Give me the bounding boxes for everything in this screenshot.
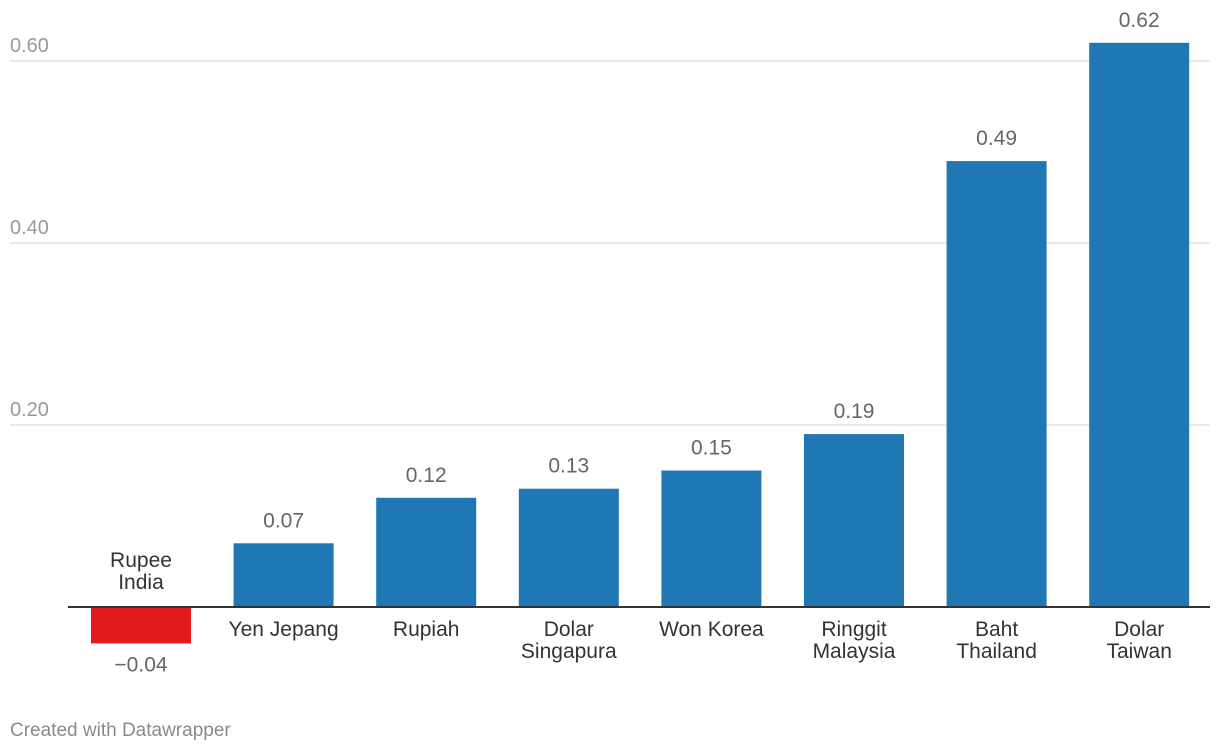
value-label: 0.62 (1119, 9, 1160, 32)
category-label: Ringgit Malaysia (813, 618, 896, 663)
value-label: 0.13 (548, 455, 589, 478)
category-label: Dolar Taiwan (1107, 618, 1172, 663)
bar-chart: 0.20 0.40 0.60 −0.04 Rupee India 0.07 Yen Jepan… (10, 9, 1210, 677)
y-tick-label: 0.20 (10, 399, 49, 421)
category-label: Dolar Singapura (521, 618, 617, 663)
value-label: 0.49 (976, 127, 1017, 150)
bar (518, 488, 619, 607)
category-label: Won Korea (659, 618, 764, 641)
bar (661, 470, 762, 607)
y-tick-label: 0.40 (10, 217, 49, 239)
bar (1089, 42, 1190, 608)
category-label: Yen Jepang (229, 618, 339, 641)
value-label: 0.19 (834, 400, 875, 423)
category-label: Baht Thailand (956, 618, 1037, 663)
value-label: 0.15 (691, 437, 732, 460)
bar (233, 543, 334, 607)
bar (376, 497, 477, 607)
value-label: 0.12 (406, 464, 447, 487)
bar (804, 434, 904, 607)
footer-credit: Created with Datawrapper (10, 720, 231, 741)
category-label: Rupiah (393, 618, 460, 641)
category-label: Rupee India (110, 549, 172, 594)
value-label: −0.04 (114, 653, 167, 676)
bars (68, 42, 1210, 644)
y-tick-label: 0.60 (10, 35, 49, 57)
bar (91, 607, 191, 644)
value-label: 0.07 (263, 509, 304, 532)
labels: 0.20 0.40 0.60 −0.04 Rupee India 0.07 Yen Jepan… (10, 9, 1172, 677)
bar (946, 161, 1047, 607)
